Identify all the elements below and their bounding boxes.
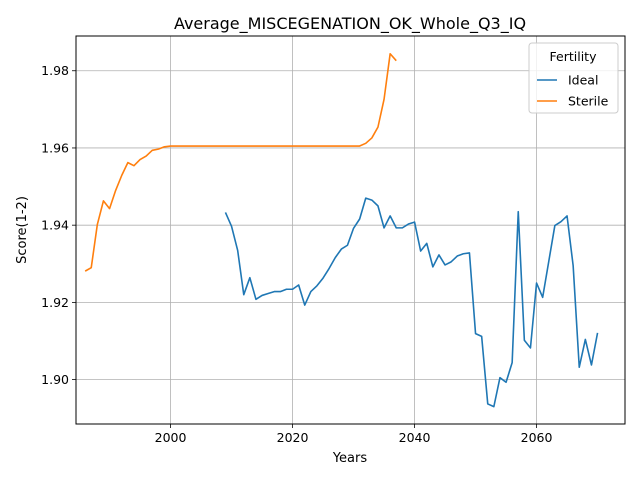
series-line-sterile xyxy=(84,52,397,272)
legend-box xyxy=(528,42,619,114)
plot-area-frame xyxy=(75,35,626,425)
y-tick-label: 1.96 xyxy=(41,140,69,155)
x-tick-label: 2040 xyxy=(399,430,431,445)
y-tick-label: 1.92 xyxy=(41,295,69,310)
series-lines xyxy=(84,52,599,408)
x-tick-label: 2000 xyxy=(155,430,187,445)
legend-title: Fertility xyxy=(550,49,598,64)
series-line-ideal xyxy=(224,197,599,408)
y-tick-label: 1.90 xyxy=(41,372,69,387)
y-tick-label: 1.98 xyxy=(41,63,69,78)
legend-entries: Ideal Sterile xyxy=(537,73,609,109)
x-tick-label: 2020 xyxy=(277,430,309,445)
y-axis-title: Score(1-2) xyxy=(15,196,30,264)
legend: Fertility Ideal Sterile xyxy=(528,42,619,114)
legend-label-sterile: Sterile xyxy=(568,94,609,109)
y-tick-label: 1.94 xyxy=(41,218,69,233)
x-axis-title: Years xyxy=(332,451,368,466)
axis-ticks: 2000 2020 2040 2060 1.90 1.92 1.94 1.96 1.98 xyxy=(41,63,552,445)
chart-title: Average_MISCEGENATION_OK_Whole_Q3_IQ xyxy=(174,14,526,34)
x-tick-label: 2060 xyxy=(521,430,553,445)
legend-label-ideal: Ideal xyxy=(568,73,598,88)
